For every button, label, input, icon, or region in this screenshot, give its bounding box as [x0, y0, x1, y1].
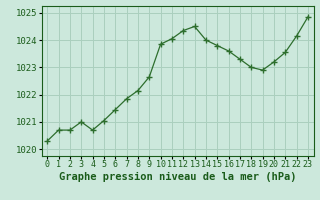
- X-axis label: Graphe pression niveau de la mer (hPa): Graphe pression niveau de la mer (hPa): [59, 172, 296, 182]
